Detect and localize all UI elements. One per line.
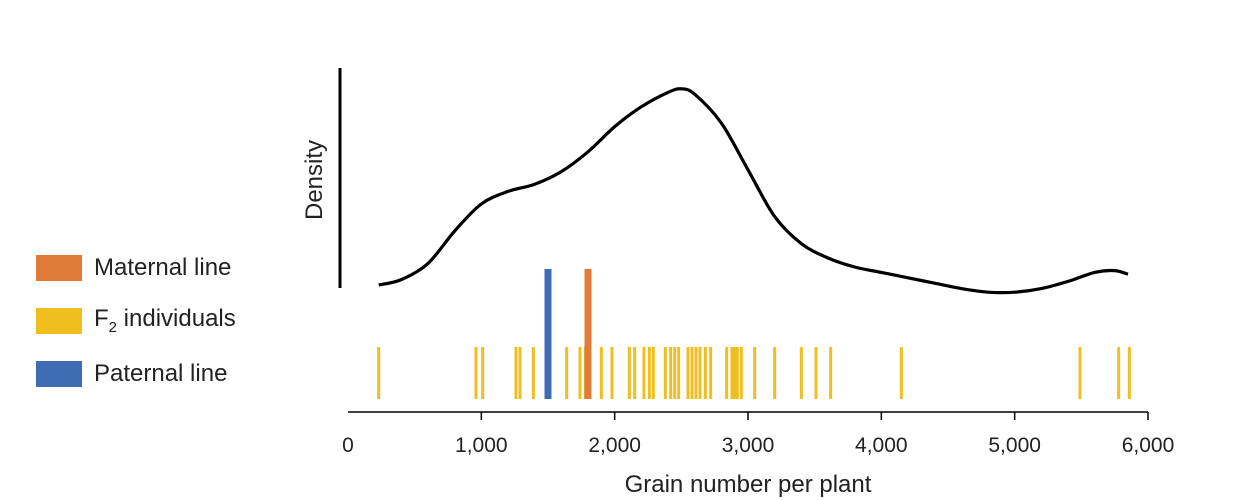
x-tick-label: 2,000 [588, 434, 641, 457]
maternal-swatch [36, 254, 82, 281]
legend-label-maternal: Maternal line [94, 253, 232, 281]
x-tick-label: 1,000 [455, 434, 508, 457]
x-tick-label: 5,000 [988, 434, 1041, 457]
x-tick-label: 6,000 [1122, 434, 1175, 457]
x-axis-ticks: 0 1,000 2,000 3,000 4,000 5,000 6,000 [342, 412, 1174, 457]
legend-label-f2-rest: individuals [117, 305, 236, 333]
legend-label-f2-main: F [94, 305, 109, 333]
x-axis-title: Grain number per plant [625, 471, 872, 498]
legend: Maternal line F2 individuals Paternal li… [36, 254, 236, 413]
density-curve [378, 87, 1129, 295]
legend-item-maternal: Maternal line [36, 254, 236, 281]
x-tick-label: 3,000 [722, 434, 775, 457]
y-axis-title: Density [301, 140, 328, 220]
legend-label-f2: F2 individuals [94, 305, 236, 336]
legend-item-paternal: Paternal line [36, 360, 236, 387]
f2-swatch [36, 307, 82, 334]
parent-line-marks [544, 269, 592, 399]
x-tick-label: 4,000 [855, 434, 908, 457]
rug-marks [377, 347, 1131, 399]
paternal-swatch [36, 360, 82, 387]
x-tick-label: 0 [342, 434, 354, 457]
legend-item-f2: F2 individuals [36, 305, 236, 336]
legend-label-f2-sub: 2 [108, 318, 118, 336]
legend-label-paternal: Paternal line [94, 359, 228, 387]
